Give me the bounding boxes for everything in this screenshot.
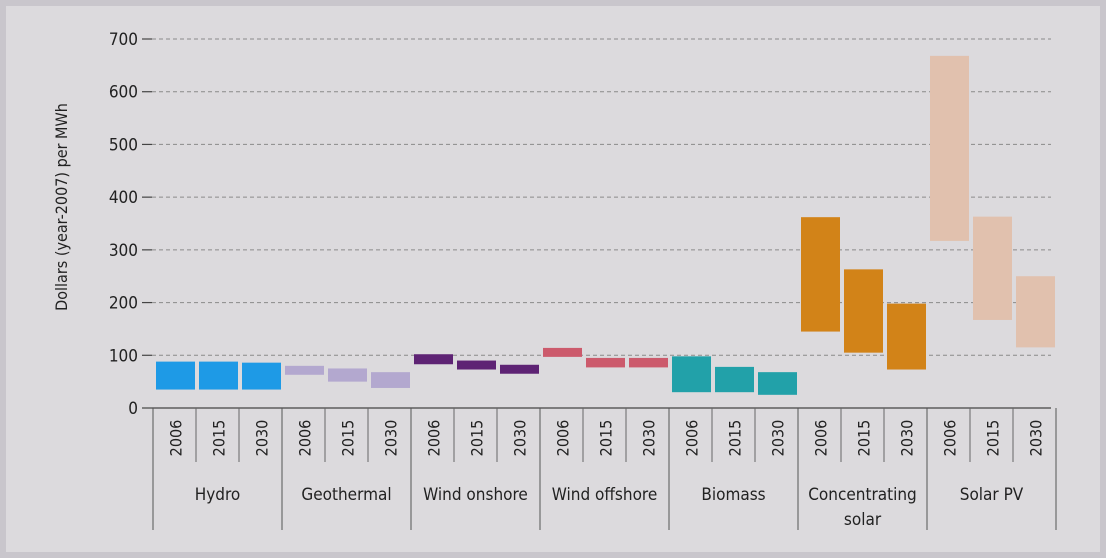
chart-frame: 0 100 200 300 400 500 600 700 Dollars (year-200… [6,6,1100,552]
x-tick-label: 2030 [382,420,401,457]
bar-hydro-2015 [199,361,238,390]
x-tick-label: 2015 [339,420,358,457]
range-bar-chart: 0 100 200 300 400 500 600 700 Dollars (year-200… [52,30,1057,530]
bar-solar-pv-2030 [1016,276,1055,348]
bar-solar-pv-2006 [930,55,969,241]
bar-wind-offshore-2030 [629,357,668,368]
x-tick-label: 2006 [683,420,702,457]
x-tick-label: 2006 [812,420,831,457]
x-tick-label: 2030 [253,420,272,457]
bar-biomass-2030 [758,372,797,395]
bar-wind-onshore-2015 [457,360,496,370]
bar-concentrating-solar-2015 [844,269,883,353]
x-tick-label: 2030 [769,420,788,457]
y-tick-label: 600 [109,83,138,103]
bar-hydro-2006 [156,361,195,390]
y-tick-label: 300 [109,241,138,261]
y-tick-label: 0 [128,399,138,419]
x-tick-label: 2006 [425,420,444,457]
x-tick-label: 2030 [511,420,530,457]
x-tick-label: 2015 [597,420,616,457]
bar-geothermal-2030 [371,372,410,388]
x-tick-label: 2015 [855,420,874,457]
x-tick-label: 2030 [1027,420,1046,457]
gridlines [152,38,1051,356]
y-tick-label: 200 [109,294,138,314]
x-tick-label: 2015 [468,420,487,457]
category-label: Solar PV [960,485,1024,505]
bar-biomass-2006 [672,356,711,393]
category-label: Wind offshore [552,485,658,505]
x-axis: 2006 2015 2030 Hydro 2006 2015 2030 Geothermal 2… [152,407,1057,530]
bar-wind-onshore-2030 [500,364,539,374]
category-label: Hydro [195,485,241,505]
y-tick-labels: 0 100 200 300 400 500 600 700 [109,30,152,419]
x-tick-label: 2015 [726,420,745,457]
x-tick-label: 2006 [167,420,186,457]
y-axis-label: Dollars (year-2007) per MWh [52,103,71,311]
x-tick-label: 2030 [898,420,917,457]
category-label: Geothermal [301,485,391,505]
y-tick-label: 400 [109,188,138,208]
bar-biomass-2015 [715,366,754,393]
bar-concentrating-solar-2030 [887,303,926,370]
bar-geothermal-2006 [285,365,324,375]
x-tick-label: 2015 [984,420,1003,457]
x-tick-label: 2030 [640,420,659,457]
category-label: Biomass [701,485,765,505]
bar-wind-offshore-2006 [543,347,582,357]
bar-wind-offshore-2015 [586,357,625,368]
x-tick-label: 2006 [941,420,960,457]
category-label: Concentrating [808,485,917,505]
category-label: Wind onshore [423,485,528,505]
bar-solar-pv-2015 [973,216,1012,320]
bar-concentrating-solar-2006 [801,217,840,332]
y-tick-label: 500 [109,135,138,155]
category-label: solar [844,510,882,530]
x-tick-label: 2006 [554,420,573,457]
bar-hydro-2030 [242,362,281,390]
bar-geothermal-2015 [328,368,367,382]
x-tick-label: 2015 [210,420,229,457]
y-tick-label: 100 [109,346,138,366]
y-tick-label: 700 [109,30,138,50]
bars [156,55,1055,395]
bar-wind-onshore-2006 [414,354,453,365]
x-tick-label: 2006 [296,420,315,457]
